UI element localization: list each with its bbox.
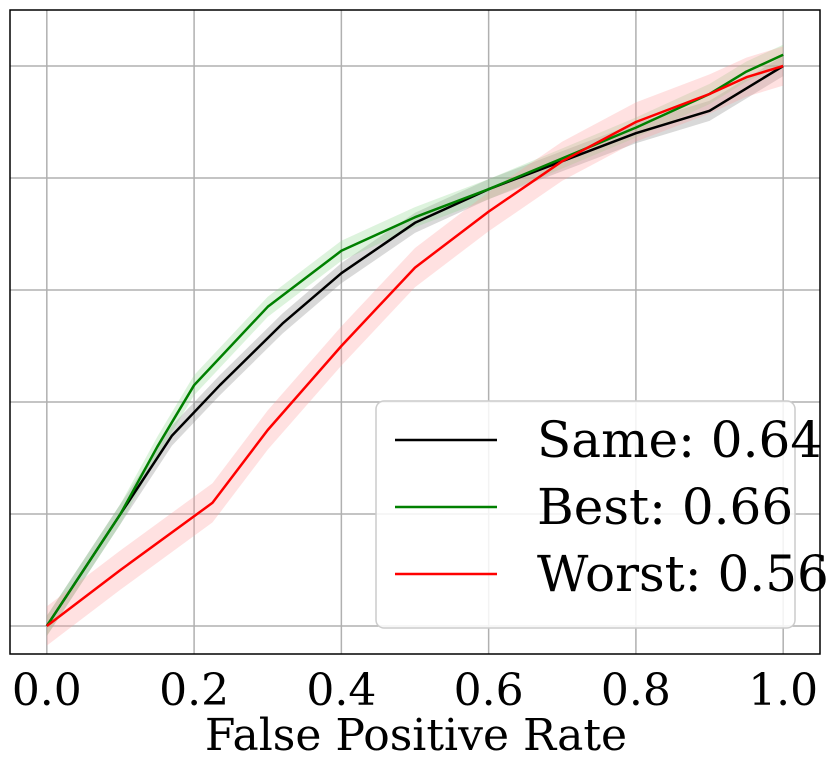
band-worst bbox=[46, 46, 784, 646]
series-lines bbox=[45, 53, 784, 627]
band-same bbox=[46, 55, 784, 637]
band-best bbox=[46, 44, 784, 637]
x-tick-label: 0.6 bbox=[454, 665, 524, 716]
x-tick-label: 0.4 bbox=[306, 665, 376, 716]
legend-box bbox=[375, 400, 796, 629]
plot-frame bbox=[9, 9, 821, 655]
x-tick-label: 0.8 bbox=[601, 665, 671, 716]
x-axis-label: False Positive Rate bbox=[205, 710, 627, 761]
confidence-bands bbox=[46, 44, 784, 646]
x-tick-label: 0.0 bbox=[12, 665, 82, 716]
x-tick-label: 0.2 bbox=[159, 665, 229, 716]
legend: Same: 0.64 Best: 0.66 Worst: 0.56 bbox=[375, 400, 829, 629]
x-tick-labels: 0.0 0.2 0.4 0.6 0.8 1.0 bbox=[12, 665, 818, 716]
legend-label-best: Best: 0.66 bbox=[537, 478, 793, 536]
line-same bbox=[45, 64, 784, 627]
line-worst bbox=[46, 64, 784, 627]
legend-label-same: Same: 0.64 bbox=[537, 411, 822, 469]
legend-label-worst: Worst: 0.56 bbox=[537, 545, 829, 603]
x-tick-label: 1.0 bbox=[748, 665, 818, 716]
